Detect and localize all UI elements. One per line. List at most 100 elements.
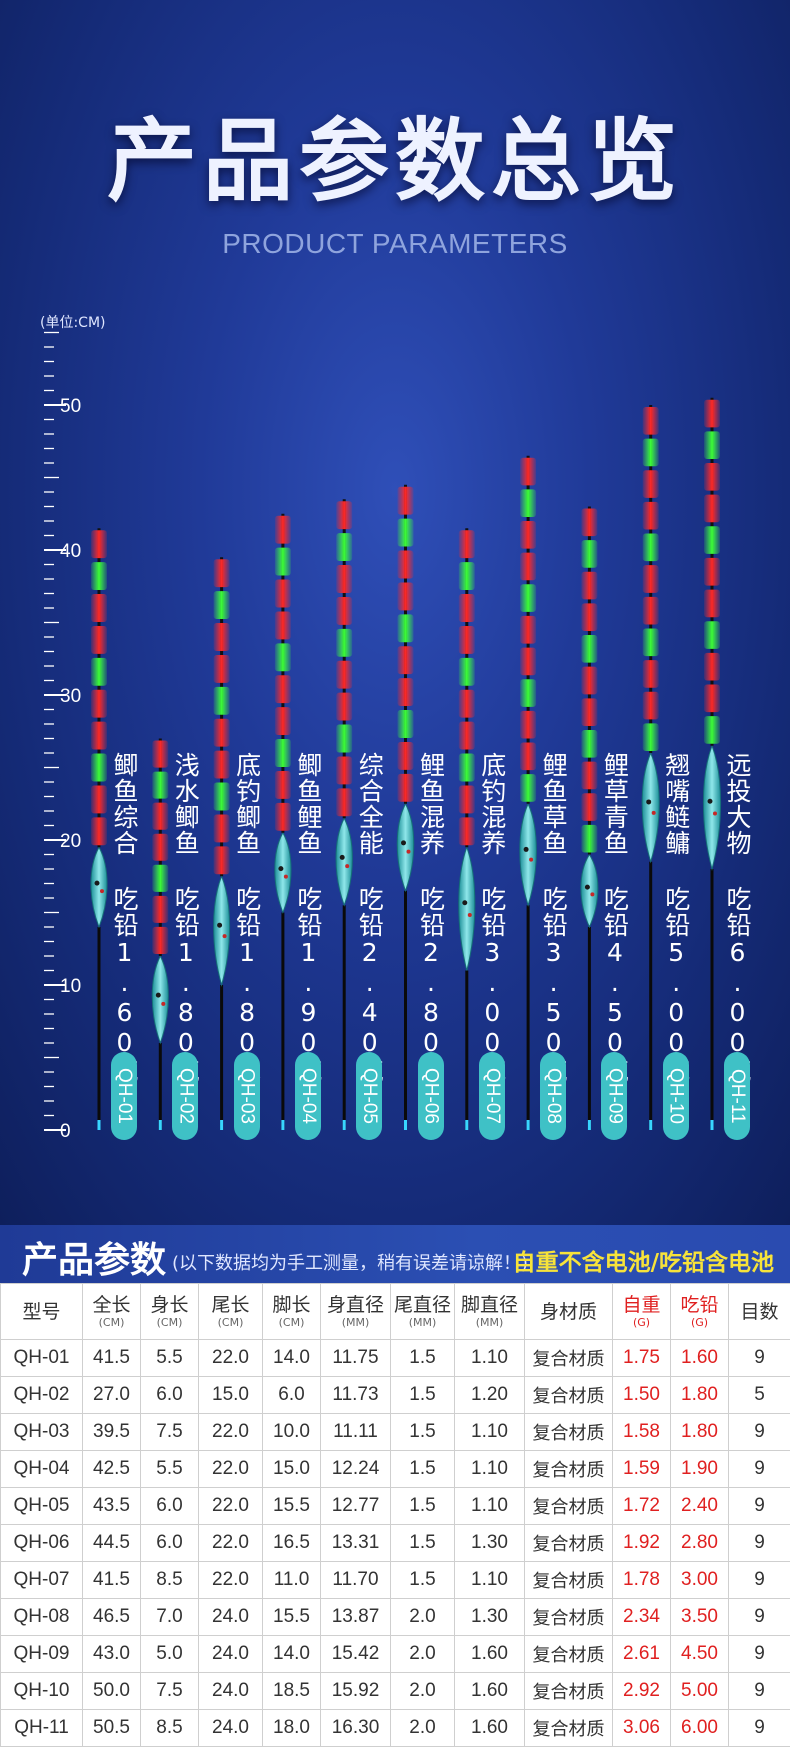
float-name: 远投大物 吃铅6.00克 [723, 752, 752, 1084]
float-qh-01 [90, 528, 108, 1130]
float-green-segment [704, 716, 720, 744]
header-unit: (CM) [98, 1316, 125, 1329]
table-cell: 11.70 [320, 1561, 391, 1599]
float-red-segment [91, 721, 107, 750]
float-red-segment [520, 521, 537, 549]
hero-section: 产品参数总览 PRODUCT PARAMETERS (单位:CM) 0 10 20 3… [0, 0, 790, 1225]
table-header-row: 型号 全长 (CM) 身长 (CM) 尾长 (CM) 脚长 (CM) 身直径 (MM) 尾直径 (MM)… [0, 1283, 790, 1340]
float-green-segment [642, 533, 659, 562]
float-green-segment [520, 679, 537, 707]
table-cell: 6.0 [262, 1376, 321, 1414]
table-cell: 2.0 [390, 1672, 455, 1710]
header-label: 尾直径 [393, 1294, 451, 1316]
float-red-segment [458, 689, 475, 718]
table-row: QH-10 50.0 7.5 24.0 18.5 15.92 2.0 1.60 复合材质 2.92… [0, 1672, 790, 1710]
float-name: 浅水鲫鱼 吃铅1.80克 [171, 752, 201, 1084]
table-cell: 1.10 [454, 1487, 525, 1525]
float-red-segment [704, 652, 720, 681]
table-cell: 9 [728, 1339, 790, 1377]
table-cell: 41.5 [82, 1339, 141, 1377]
float-model-badge: QH-08 [540, 1052, 567, 1140]
float-red-segment [520, 710, 537, 739]
float-red-segment [642, 501, 659, 530]
float-red-segment [397, 678, 414, 707]
float-red-segment [704, 463, 720, 491]
table-header-cell: 型号 [0, 1283, 83, 1340]
float-red-segment [397, 486, 414, 515]
float-green-segment [642, 628, 659, 657]
table-cell: 9 [728, 1413, 790, 1451]
float-body-mark [345, 864, 350, 869]
float-name: 综合全能 吃铅2.40克 [355, 752, 385, 1084]
table-cell: 22.0 [198, 1524, 263, 1562]
float-red-segment [336, 565, 353, 593]
float-red-segment [520, 457, 537, 486]
table-row: QH-07 41.5 8.5 22.0 11.0 11.70 1.5 1.10 复合材质 1.78… [0, 1561, 790, 1599]
table-cell: 18.0 [262, 1709, 321, 1747]
float-body-mark [713, 811, 717, 816]
float-green-segment [458, 753, 475, 782]
table-cell: 1.30 [454, 1598, 525, 1636]
float-body [458, 845, 476, 971]
float-body [274, 831, 292, 914]
table-cell: 8.5 [140, 1561, 199, 1599]
table-header-cell: 脚直径 (MM) [454, 1283, 525, 1340]
table-cell: 9 [728, 1672, 790, 1710]
table-cell: 1.50 [612, 1376, 671, 1414]
float-red-segment [336, 788, 353, 817]
float-green-segment [213, 686, 230, 715]
float-body-mark [707, 798, 713, 804]
float-red-segment [91, 625, 107, 654]
float-red-segment [704, 589, 720, 618]
float-body-mark [217, 922, 223, 928]
float-qh-03 [213, 557, 231, 1130]
float-red-segment [91, 817, 107, 846]
table-cell: 44.5 [82, 1524, 141, 1562]
table-cell: 1.92 [612, 1524, 671, 1562]
float-green-segment [397, 710, 414, 738]
table-cell: 15.5 [262, 1487, 321, 1525]
table-cell: 24.0 [198, 1598, 263, 1636]
float-green-segment [581, 540, 598, 568]
float-red-segment [274, 515, 291, 544]
table-header-cell: 尾直径 (MM) [390, 1283, 455, 1340]
float-red-segment [458, 785, 475, 814]
float-red-segment [152, 833, 169, 861]
float-body-mark [339, 854, 345, 860]
header-label: 自重 [622, 1294, 661, 1316]
float-red-segment [642, 691, 659, 720]
float-qh-10 [641, 405, 660, 1130]
table-cell: 11.73 [320, 1376, 391, 1414]
float-green-segment [213, 591, 230, 620]
table-cell: QH-03 [0, 1413, 83, 1451]
table-cell: 复合材质 [524, 1450, 613, 1488]
table-cell: 复合材质 [524, 1598, 613, 1636]
float-body [702, 744, 722, 871]
table-cell: 24.0 [198, 1709, 263, 1747]
table-cell: 2.0 [390, 1709, 455, 1747]
table-cell: 复合材质 [524, 1672, 613, 1710]
float-red-segment [152, 740, 169, 768]
float-green-segment [704, 431, 720, 460]
header-unit: (CM) [156, 1316, 183, 1329]
float-red-segment [581, 666, 598, 695]
float-red-segment [704, 399, 720, 428]
float-green-segment [581, 824, 598, 853]
header-unit: (MM) [341, 1316, 370, 1329]
float-model-badge: QH-10 [662, 1052, 689, 1140]
header-label: 尾长 [211, 1294, 250, 1316]
table-header-cell: 尾长 (CM) [198, 1283, 263, 1340]
table-row: QH-08 46.5 7.0 24.0 15.5 13.87 2.0 1.30 复合材质 2.34… [0, 1598, 790, 1636]
table-cell: QH-01 [0, 1339, 83, 1377]
header-label: 身长 [150, 1294, 189, 1316]
float-green-segment [581, 635, 598, 663]
table-cell: 1.5 [390, 1487, 455, 1525]
table-cell: 15.5 [262, 1598, 321, 1636]
table-cell: 2.61 [612, 1635, 671, 1673]
float-red-segment [520, 552, 537, 581]
ruler-label: 0 [60, 1121, 71, 1142]
float-name: 鲤鱼混养 吃铅2.80克 [416, 752, 446, 1084]
float-green-segment [642, 438, 659, 467]
table-cell: 5.00 [670, 1672, 729, 1710]
float-red-segment [213, 654, 230, 683]
